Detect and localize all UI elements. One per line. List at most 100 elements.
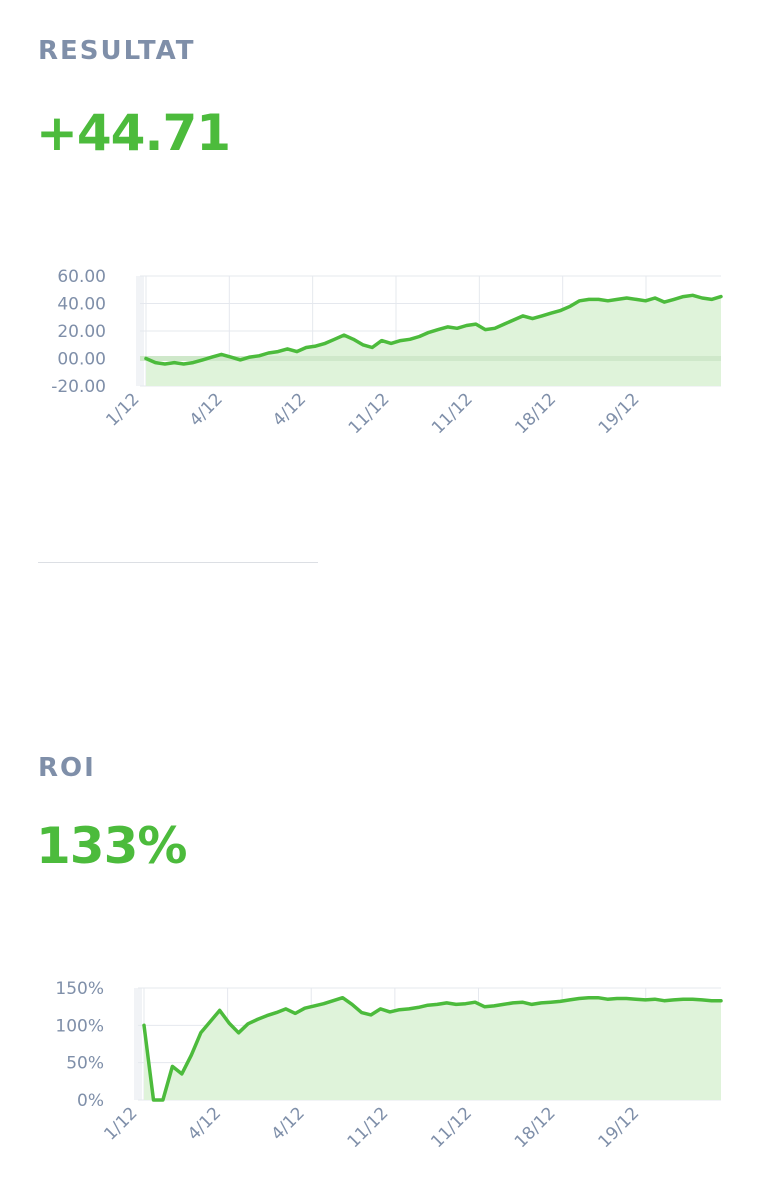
data-point: [200, 1032, 202, 1034]
data-point: [371, 346, 373, 348]
data-point: [522, 315, 524, 317]
data-point: [701, 297, 703, 299]
data-point: [541, 315, 543, 317]
y-tick-label: 40.00: [57, 295, 106, 315]
y-tick-label: 00.00: [57, 350, 106, 370]
data-point: [294, 1012, 296, 1014]
data-point: [455, 1003, 457, 1005]
series-area: [146, 295, 721, 386]
data-point: [512, 319, 514, 321]
data-point: [464, 1003, 466, 1005]
data-point: [474, 1001, 476, 1003]
data-point: [304, 1007, 306, 1009]
data-point: [390, 342, 392, 344]
y-tick-label: -20.00: [51, 377, 106, 397]
section-divider: [38, 562, 318, 563]
data-point: [277, 350, 279, 352]
data-point: [398, 1009, 400, 1011]
data-point: [379, 1008, 381, 1010]
data-point: [333, 338, 335, 340]
x-tick-label: 18/12: [511, 1103, 560, 1152]
data-point: [720, 295, 722, 297]
data-point: [154, 361, 156, 363]
x-tick-label: 4/12: [268, 1103, 309, 1144]
data-point: [315, 345, 317, 347]
data-point: [446, 326, 448, 328]
x-tick-label: 11/12: [344, 1103, 393, 1152]
y-tick-label: 20.00: [57, 322, 106, 342]
data-point: [588, 298, 590, 300]
data-point: [625, 997, 627, 999]
x-tick-label: 11/12: [428, 389, 477, 438]
data-point: [230, 356, 232, 358]
data-point: [521, 1001, 523, 1003]
data-point: [417, 1006, 419, 1008]
data-point: [343, 334, 345, 336]
data-point: [173, 361, 175, 363]
data-point: [228, 1022, 230, 1024]
data-point: [465, 324, 467, 326]
data-point: [540, 1002, 542, 1004]
x-tick-label: 4/12: [186, 389, 227, 430]
data-point: [323, 1003, 325, 1005]
data-point: [644, 999, 646, 1001]
x-tick-label: 1/12: [100, 1103, 141, 1144]
data-point: [616, 997, 618, 999]
data-point: [607, 300, 609, 302]
data-point: [360, 1011, 362, 1013]
data-point: [332, 1000, 334, 1002]
data-point: [578, 997, 580, 999]
data-point: [370, 1014, 372, 1016]
data-point: [654, 297, 656, 299]
data-point: [145, 357, 147, 359]
data-point: [691, 998, 693, 1000]
data-point: [399, 339, 401, 341]
data-point: [247, 1023, 249, 1025]
data-point: [484, 328, 486, 330]
data-point: [682, 998, 684, 1000]
data-point: [408, 1008, 410, 1010]
data-point: [409, 338, 411, 340]
data-point: [673, 999, 675, 1001]
data-point: [171, 1065, 173, 1067]
data-point: [710, 298, 712, 300]
data-point: [644, 300, 646, 302]
data-point: [531, 1003, 533, 1005]
data-point: [654, 998, 656, 1000]
data-point: [475, 323, 477, 325]
data-point: [606, 998, 608, 1000]
x-tick-label: 19/12: [594, 1103, 643, 1152]
result-label: RESULTAT: [38, 36, 196, 66]
data-point: [256, 1018, 258, 1020]
data-point: [249, 356, 251, 358]
y-tick-label: 60.00: [57, 267, 106, 287]
data-point: [597, 298, 599, 300]
data-point: [493, 1005, 495, 1007]
data-point: [201, 359, 203, 361]
data-point: [673, 298, 675, 300]
data-point: [635, 298, 637, 300]
x-tick-label: 11/12: [427, 1103, 476, 1152]
data-point: [550, 1001, 552, 1003]
data-point: [164, 363, 166, 365]
data-point: [258, 355, 260, 357]
data-point: [635, 998, 637, 1000]
data-point: [143, 1024, 145, 1026]
data-point: [192, 361, 194, 363]
data-point: [181, 1073, 183, 1075]
result-chart: 60.00 40.00 20.00 00.00 -20.001/12 4/12 4/12 11…: [51, 267, 723, 438]
data-point: [162, 1099, 164, 1101]
data-point: [209, 1020, 211, 1022]
data-point: [560, 309, 562, 311]
data-point: [220, 353, 222, 355]
data-point: [183, 363, 185, 365]
data-point: [219, 1009, 221, 1011]
series-line: [142, 995, 723, 1102]
data-point: [152, 1099, 154, 1101]
x-tick-label: 4/12: [269, 389, 310, 430]
data-point: [597, 997, 599, 999]
data-point: [483, 1006, 485, 1008]
data-point: [296, 350, 298, 352]
data-point: [512, 1002, 514, 1004]
data-point: [663, 301, 665, 303]
